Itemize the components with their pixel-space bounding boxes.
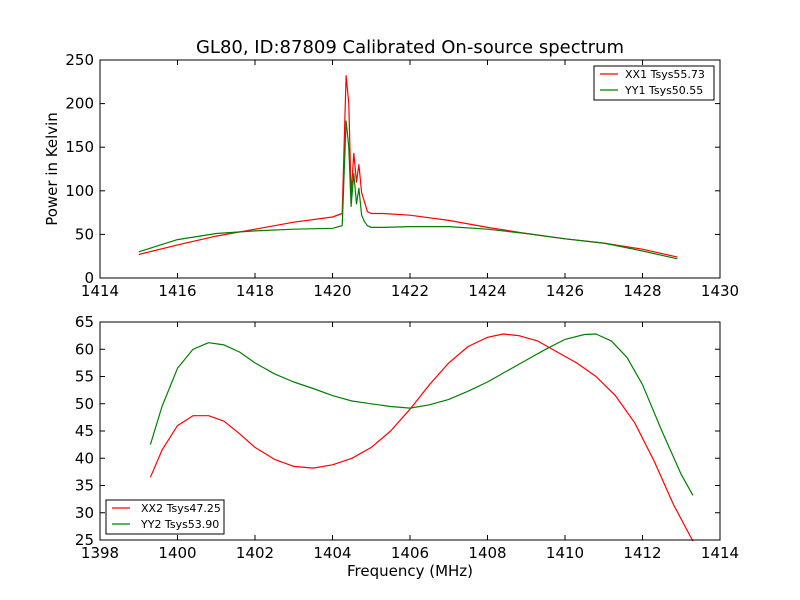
x-tick-label: 1406	[391, 544, 429, 562]
y-tick-label: 25	[75, 531, 94, 549]
x-tick-label: 1414	[701, 544, 739, 562]
y-tick-label: 50	[75, 395, 94, 413]
y-tick-label: 150	[65, 138, 94, 156]
legend-label-yy1: YY1 Tsys50.55	[624, 84, 703, 97]
legend: XX2 Tsys47.25 YY2 Tsys53.90	[105, 499, 225, 535]
x-tick-label: 1398	[81, 544, 119, 562]
bottom-plot: Frequency (MHz) 1398 1400 1402 1404 1406 1408…	[75, 313, 739, 580]
y-tick-label: 65	[75, 313, 94, 331]
x-tick-label: 1404	[313, 544, 351, 562]
x-tick-label: 1408	[468, 544, 506, 562]
x-axis-label: Frequency (MHz)	[347, 562, 473, 580]
legend-box	[105, 499, 225, 535]
series-line-yy2	[149, 333, 694, 496]
x-tick-label: 1412	[623, 544, 661, 562]
y-tick-label: 45	[75, 422, 94, 440]
x-tick-label: 1428	[623, 282, 661, 300]
x-tick-label: 1400	[158, 544, 196, 562]
x-tick-label: 1416	[158, 282, 196, 300]
y-tick-label: 30	[75, 504, 94, 522]
series-line-yy1	[138, 120, 678, 260]
x-tick-label: 1420	[313, 282, 351, 300]
x-tick-label: 1414	[81, 282, 119, 300]
y-tick-label: 0	[84, 269, 94, 287]
legend-label-xx1: XX1 Tsys55.73	[625, 68, 705, 81]
x-tick-label: 1430	[701, 282, 739, 300]
y-axis-label: Power in Kelvin	[43, 112, 61, 226]
y-tick-label: 100	[65, 182, 94, 200]
y-tick-label: 40	[75, 449, 94, 467]
legend-label-xx2: XX2 Tsys47.25	[141, 502, 221, 515]
x-tick-label: 1402	[236, 544, 274, 562]
y-tick-label: 35	[75, 477, 94, 495]
y-tick-label: 200	[65, 95, 94, 113]
chart-title: GL80, ID:87809 Calibrated On-source spec…	[196, 37, 624, 58]
x-tick-label: 1426	[546, 282, 584, 300]
x-tick-label: 1422	[391, 282, 429, 300]
y-tick-label: 50	[75, 225, 94, 243]
y-tick-label: 55	[75, 368, 94, 386]
legend-box	[593, 65, 715, 101]
y-tick-label: 250	[65, 51, 94, 69]
y-tick-label: 60	[75, 340, 94, 358]
series-line-xx2	[149, 333, 694, 542]
x-tick-label: 1418	[236, 282, 274, 300]
legend: XX1 Tsys55.73 YY1 Tsys50.55	[593, 65, 715, 101]
legend-label-yy2: YY2 Tsys53.90	[140, 518, 219, 531]
x-tick-label: 1410	[546, 544, 584, 562]
top-plot: GL80, ID:87809 Calibrated On-source spec…	[43, 37, 739, 300]
x-tick-label: 1424	[468, 282, 506, 300]
